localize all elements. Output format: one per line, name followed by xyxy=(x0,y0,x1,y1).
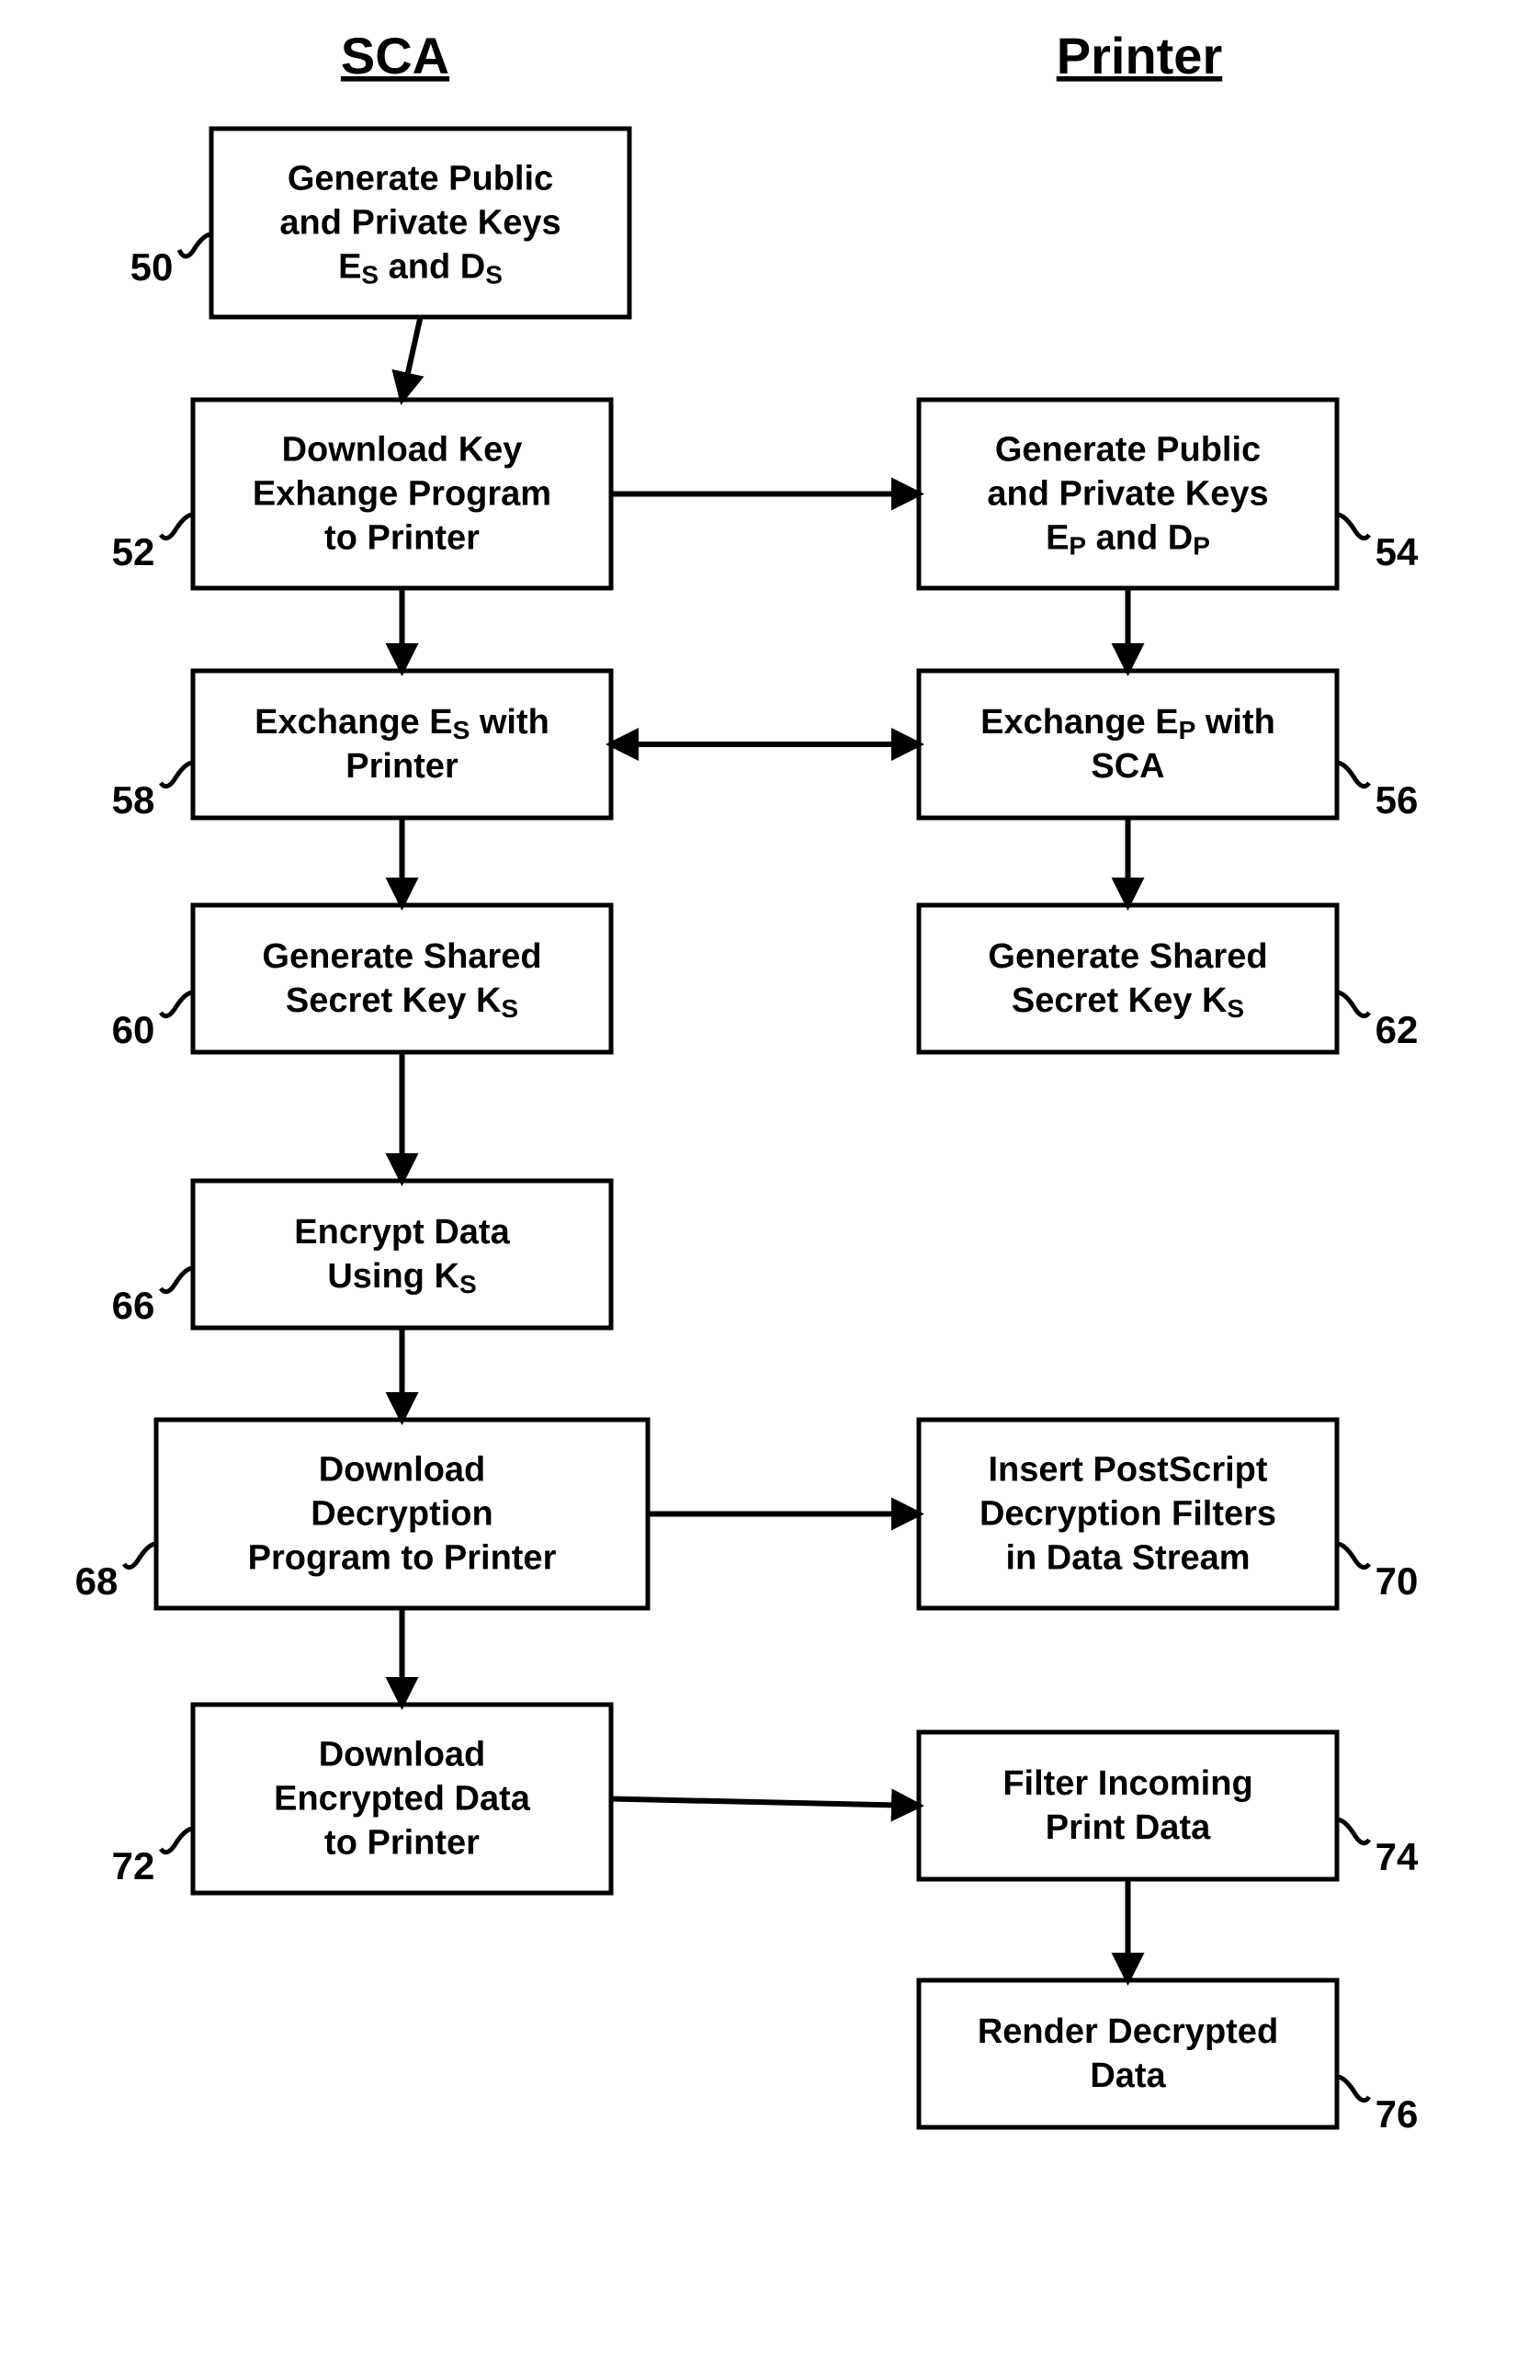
node-box xyxy=(919,1732,1337,1879)
node-n72: Download Encrypted Data to Printer xyxy=(193,1705,611,1893)
ref-curve-n76 xyxy=(1337,2077,1369,2101)
box-text: Generate Public xyxy=(995,431,1261,470)
box-text: Print Data xyxy=(1046,1808,1211,1847)
ref-label-56: 56 xyxy=(1376,778,1419,822)
box-text: Insert PostScript xyxy=(988,1451,1267,1490)
box-text: Printer xyxy=(345,747,459,786)
ref-label-72: 72 xyxy=(112,1844,155,1887)
ref-label-60: 60 xyxy=(112,1008,155,1051)
ref-curve-n62 xyxy=(1337,992,1369,1016)
box-text: Decryption Filters xyxy=(979,1495,1276,1534)
node-box xyxy=(919,1980,1337,2127)
box-text: Download xyxy=(319,1451,486,1490)
ref-curve-n50 xyxy=(179,234,211,256)
node-n62: Generate Shared Secret Key KS xyxy=(919,905,1337,1052)
box-text: Download Key xyxy=(282,431,523,470)
box-text: Encrypt Data xyxy=(294,1213,510,1252)
box-text: to Printer xyxy=(324,1824,480,1863)
box-text: Exhange Program xyxy=(253,475,551,514)
node-box xyxy=(193,905,611,1052)
box-text: Render Decrypted xyxy=(978,2012,1278,2051)
edge-n72-n74 xyxy=(611,1799,919,1807)
ref-label-76: 76 xyxy=(1376,2092,1419,2136)
box-text: Exchange ES with xyxy=(255,703,549,744)
hdr-sca: SCA xyxy=(341,27,449,85)
ref-curve-n68 xyxy=(124,1544,156,1568)
box-text: Secret Key KS xyxy=(286,981,518,1023)
ref-curve-n56 xyxy=(1337,763,1369,787)
ref-label-50: 50 xyxy=(130,245,174,289)
box-text: Download xyxy=(319,1736,486,1774)
box-text: Exchange EP with xyxy=(980,703,1275,744)
ref-curve-n52 xyxy=(161,515,193,538)
box-text: Generate Shared xyxy=(262,937,541,976)
node-n54: Generate Publicand Private KeysEP and DP xyxy=(919,400,1337,588)
box-text: Secret Key KS xyxy=(1012,981,1244,1023)
ref-label-70: 70 xyxy=(1376,1559,1419,1603)
ref-label-58: 58 xyxy=(112,778,155,822)
node-n70: Insert PostScript Decryption Filters in Da… xyxy=(919,1420,1337,1608)
box-text: Encrypted Data xyxy=(274,1780,531,1819)
ref-label-66: 66 xyxy=(112,1284,155,1327)
ref-label-62: 62 xyxy=(1376,1008,1419,1051)
box-text: Generate Public xyxy=(288,160,553,198)
node-n50: Generate Publicand Private KeysES and DS xyxy=(211,129,629,317)
edge-n50-n52 xyxy=(402,317,421,400)
node-n60: Generate Shared Secret Key KS xyxy=(193,905,611,1052)
box-text: Generate Shared xyxy=(988,937,1267,976)
ref-curve-n58 xyxy=(161,763,193,787)
ref-label-54: 54 xyxy=(1376,530,1419,573)
hdr-printer: Printer xyxy=(1057,27,1223,85)
box-text: Data xyxy=(1090,2057,1166,2095)
ref-label-74: 74 xyxy=(1376,1835,1419,1878)
box-text: Using KS xyxy=(327,1257,476,1298)
box-text: in Data Stream xyxy=(1005,1539,1250,1578)
ref-curve-n74 xyxy=(1337,1819,1369,1843)
node-box xyxy=(919,905,1337,1052)
node-box xyxy=(919,671,1337,818)
ref-curve-n54 xyxy=(1337,515,1369,538)
box-text: and Private Keys xyxy=(279,204,561,243)
box-text: Program to Printer xyxy=(248,1539,557,1578)
node-n66: Encrypt Data Using KS xyxy=(193,1181,611,1328)
node-n52: Download Key Exhange Program to Printer xyxy=(193,400,611,588)
ref-curve-n72 xyxy=(161,1829,193,1853)
node-n56: Exchange EP withSCA xyxy=(919,671,1337,818)
node-box xyxy=(193,671,611,818)
box-text: Decryption xyxy=(311,1495,493,1534)
box-text: SCA xyxy=(1091,747,1164,786)
box-text: to Printer xyxy=(324,519,480,558)
node-n76: Render Decrypted Data xyxy=(919,1980,1337,2127)
ref-curve-n60 xyxy=(161,992,193,1016)
node-n68: Download Decryption Program to Printer xyxy=(156,1420,648,1608)
box-text: Filter Incoming xyxy=(1002,1764,1252,1803)
ref-curve-n66 xyxy=(161,1268,193,1292)
node-n58: Exchange ES withPrinter xyxy=(193,671,611,818)
flowchart-canvas: SCA Printer Generate Public and Private Key… xyxy=(0,0,1540,2380)
node-box xyxy=(193,1181,611,1328)
box-text: and Private Keys xyxy=(987,475,1268,514)
node-n74: Filter Incoming Print Data xyxy=(919,1732,1337,1879)
ref-label-68: 68 xyxy=(75,1559,119,1603)
ref-label-52: 52 xyxy=(112,530,155,573)
ref-curve-n70 xyxy=(1337,1544,1369,1568)
